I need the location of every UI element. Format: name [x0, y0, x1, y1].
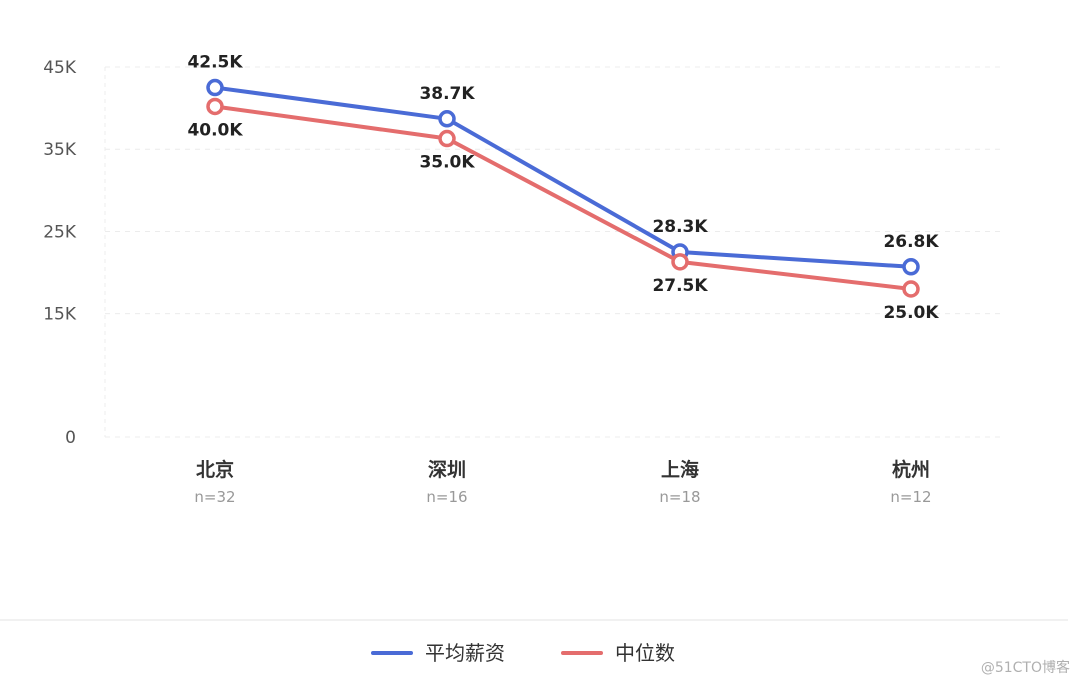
series-line [213, 85, 913, 269]
grid-layer [104, 66, 1005, 438]
series-line [213, 104, 913, 291]
x-category-subtitle: n=18 [659, 488, 700, 506]
x-category-subtitle: n=32 [194, 488, 235, 506]
x-axis-categories: 北京 n=32 深圳 n=16 上海 n=18 杭州 n=12 [194, 458, 931, 506]
data-label: 26.8K [883, 232, 939, 252]
x-category-label: 北京 [196, 458, 234, 481]
data-point [671, 253, 689, 271]
data-point [438, 129, 456, 148]
x-category-label: 上海 [661, 458, 699, 481]
data-label: 38.7K [419, 84, 475, 104]
x-category-label: 深圳 [428, 458, 466, 481]
data-label: 40.0K [187, 120, 243, 140]
data-point [206, 78, 224, 97]
data-point [902, 280, 920, 298]
y-tick-label: 35K [43, 140, 77, 160]
y-tick-label: 0 [65, 428, 76, 448]
y-axis-ticks: 0 15K 25K 35K 45K [43, 58, 77, 448]
x-category-subtitle: n=16 [426, 488, 467, 506]
data-label: 42.5K [187, 53, 243, 73]
series-layer [206, 78, 920, 298]
data-label: 27.5K [652, 276, 708, 296]
data-label: 28.3K [652, 217, 708, 237]
legend-label: 平均薪资 [425, 641, 505, 665]
y-tick-label: 45K [43, 58, 77, 78]
data-label-layer: 42.5K 38.7K 28.3K 26.8K 40.0K 35.0K 27.5K 25.0K [187, 53, 939, 323]
legend: 平均薪资 中位数 [371, 641, 675, 665]
data-point [902, 258, 920, 276]
data-point [206, 97, 224, 116]
data-label: 25.0K [883, 303, 939, 323]
x-category-subtitle: n=12 [890, 488, 931, 506]
data-label: 35.0K [419, 153, 475, 173]
y-tick-label: 25K [43, 222, 77, 242]
watermark: @51CTO博客 [981, 659, 1070, 676]
legend-label: 中位数 [615, 641, 675, 665]
data-point [438, 110, 456, 128]
x-category-label: 杭州 [892, 458, 930, 481]
y-tick-label: 15K [43, 305, 77, 325]
